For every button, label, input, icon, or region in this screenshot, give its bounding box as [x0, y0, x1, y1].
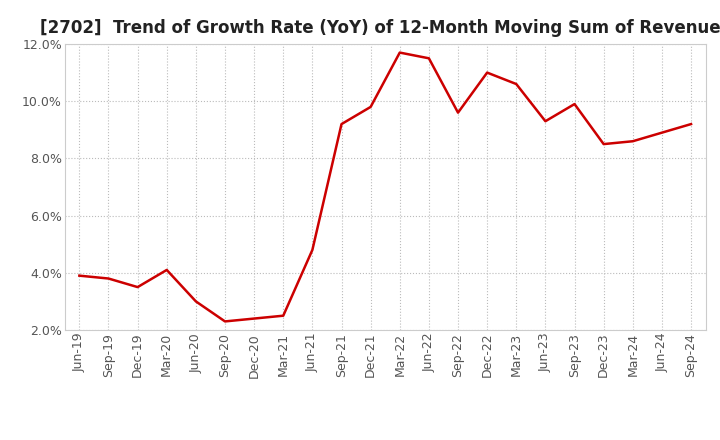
Title: [2702]  Trend of Growth Rate (YoY) of 12-Month Moving Sum of Revenues: [2702] Trend of Growth Rate (YoY) of 12-…: [40, 19, 720, 37]
